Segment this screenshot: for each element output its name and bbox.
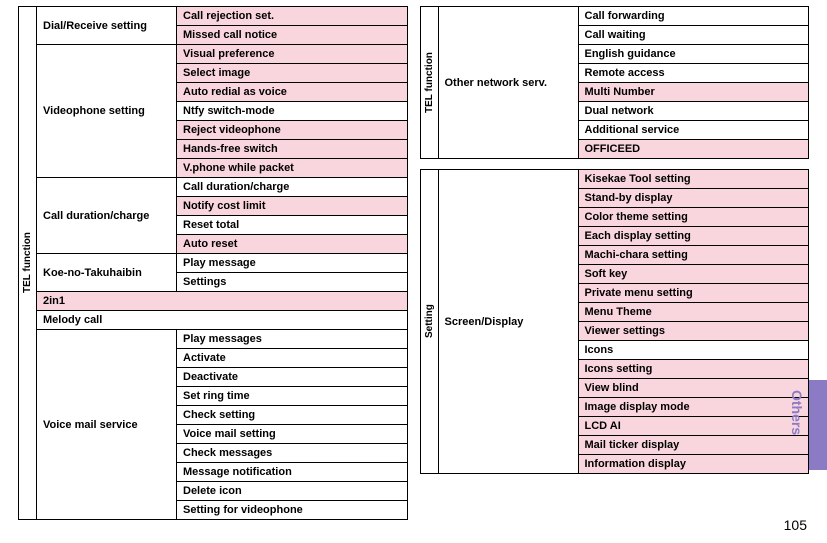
setting-item: Reject videophone xyxy=(177,121,407,140)
setting-item: Icons setting xyxy=(579,360,809,379)
section-body: Dial/Receive settingCall rejection set.M… xyxy=(37,7,407,519)
section-label: Setting xyxy=(421,170,439,473)
setting-item: Deactivate xyxy=(177,368,407,387)
setting-item: Settings xyxy=(177,273,407,291)
group: Screen/DisplayKisekae Tool settingStand-… xyxy=(439,170,809,473)
setting-item: Reset total xyxy=(177,216,407,235)
right-column: TEL functionOther network serv.Call forw… xyxy=(420,6,810,520)
section-body: Screen/DisplayKisekae Tool settingStand-… xyxy=(439,170,809,473)
setting-item: Viewer settings xyxy=(579,322,809,341)
setting-item: Additional service xyxy=(579,121,809,140)
setting-item: Call forwarding xyxy=(579,7,809,26)
setting-item: Check setting xyxy=(177,406,407,425)
setting-item: Information display xyxy=(579,455,809,473)
setting-item: Call duration/charge xyxy=(177,178,407,197)
setting-item: Dual network xyxy=(579,102,809,121)
group: 2in1 xyxy=(37,292,407,311)
setting-item: Remote access xyxy=(579,64,809,83)
setting-item: Soft key xyxy=(579,265,809,284)
setting-item: Kisekae Tool setting xyxy=(579,170,809,189)
group: Call duration/chargeCall duration/charge… xyxy=(37,178,407,254)
group-items: Call rejection set.Missed call notice xyxy=(177,7,407,44)
setting-item: Multi Number xyxy=(579,83,809,102)
setting-item: Auto redial as voice xyxy=(177,83,407,102)
setting-item: Voice mail setting xyxy=(177,425,407,444)
section-label: TEL function xyxy=(421,7,439,158)
group-title: Screen/Display xyxy=(439,170,579,473)
setting-item: Machi-chara setting xyxy=(579,246,809,265)
setting-item: Message notification xyxy=(177,463,407,482)
setting-item: Icons xyxy=(579,341,809,360)
setting-item: Play messages xyxy=(177,330,407,349)
setting-item: LCD AI xyxy=(579,417,809,436)
setting-item: Activate xyxy=(177,349,407,368)
group: Dial/Receive settingCall rejection set.M… xyxy=(37,7,407,45)
setting-item: Private menu setting xyxy=(579,284,809,303)
group-title: Koe-no-Takuhaibin xyxy=(37,254,177,291)
setting-item: Call waiting xyxy=(579,26,809,45)
group-items: Call duration/chargeNotify cost limitRes… xyxy=(177,178,407,253)
setting-item: Menu Theme xyxy=(579,303,809,322)
setting-item: Auto reset xyxy=(177,235,407,253)
group-title: Dial/Receive setting xyxy=(37,7,177,44)
side-label: Others xyxy=(789,390,805,435)
setting-item: Image display mode xyxy=(579,398,809,417)
group-title: Other network serv. xyxy=(439,7,579,158)
setting-item: Play message xyxy=(177,254,407,273)
group-items: Call forwardingCall waitingEnglish guida… xyxy=(579,7,809,158)
setting-item: Color theme setting xyxy=(579,208,809,227)
group-title: Call duration/charge xyxy=(37,178,177,253)
group-title: Melody call xyxy=(37,311,407,329)
side-tab xyxy=(809,380,827,470)
group: Other network serv.Call forwardingCall w… xyxy=(439,7,809,158)
setting-item: Setting for videophone xyxy=(177,501,407,519)
setting-item: Each display setting xyxy=(579,227,809,246)
setting-item: V.phone while packet xyxy=(177,159,407,177)
tel-function-block-left: TEL functionDial/Receive settingCall rej… xyxy=(18,6,408,520)
group: Koe-no-TakuhaibinPlay messageSettings xyxy=(37,254,407,292)
section-body: Other network serv.Call forwardingCall w… xyxy=(439,7,809,158)
setting-block: SettingScreen/DisplayKisekae Tool settin… xyxy=(420,169,810,474)
tel-function-block-right: TEL functionOther network serv.Call forw… xyxy=(420,6,810,159)
setting-item: Notify cost limit xyxy=(177,197,407,216)
setting-item: Hands-free switch xyxy=(177,140,407,159)
group-items: Play messageSettings xyxy=(177,254,407,291)
setting-item: Call rejection set. xyxy=(177,7,407,26)
setting-item: Missed call notice xyxy=(177,26,407,44)
group: Videophone settingVisual preferenceSelec… xyxy=(37,45,407,178)
setting-item: Mail ticker display xyxy=(579,436,809,455)
setting-item: Visual preference xyxy=(177,45,407,64)
setting-item: Ntfy switch-mode xyxy=(177,102,407,121)
setting-item: Check messages xyxy=(177,444,407,463)
group-items: Visual preferenceSelect imageAuto redial… xyxy=(177,45,407,177)
page: TEL functionDial/Receive settingCall rej… xyxy=(0,0,827,520)
setting-item: View blind xyxy=(579,379,809,398)
left-column: TEL functionDial/Receive settingCall rej… xyxy=(18,6,408,520)
setting-item: OFFICEED xyxy=(579,140,809,158)
setting-item: Set ring time xyxy=(177,387,407,406)
group-items: Play messagesActivateDeactivateSet ring … xyxy=(177,330,407,519)
page-number: 105 xyxy=(784,517,807,533)
group-items: Kisekae Tool settingStand-by displayColo… xyxy=(579,170,809,473)
section-label: TEL function xyxy=(19,7,37,519)
setting-item: Stand-by display xyxy=(579,189,809,208)
group: Voice mail servicePlay messagesActivateD… xyxy=(37,330,407,519)
setting-item: Select image xyxy=(177,64,407,83)
group: Melody call xyxy=(37,311,407,330)
setting-item: English guidance xyxy=(579,45,809,64)
setting-item: Delete icon xyxy=(177,482,407,501)
group-title: Videophone setting xyxy=(37,45,177,177)
group-title: Voice mail service xyxy=(37,330,177,519)
group-title: 2in1 xyxy=(37,292,407,310)
